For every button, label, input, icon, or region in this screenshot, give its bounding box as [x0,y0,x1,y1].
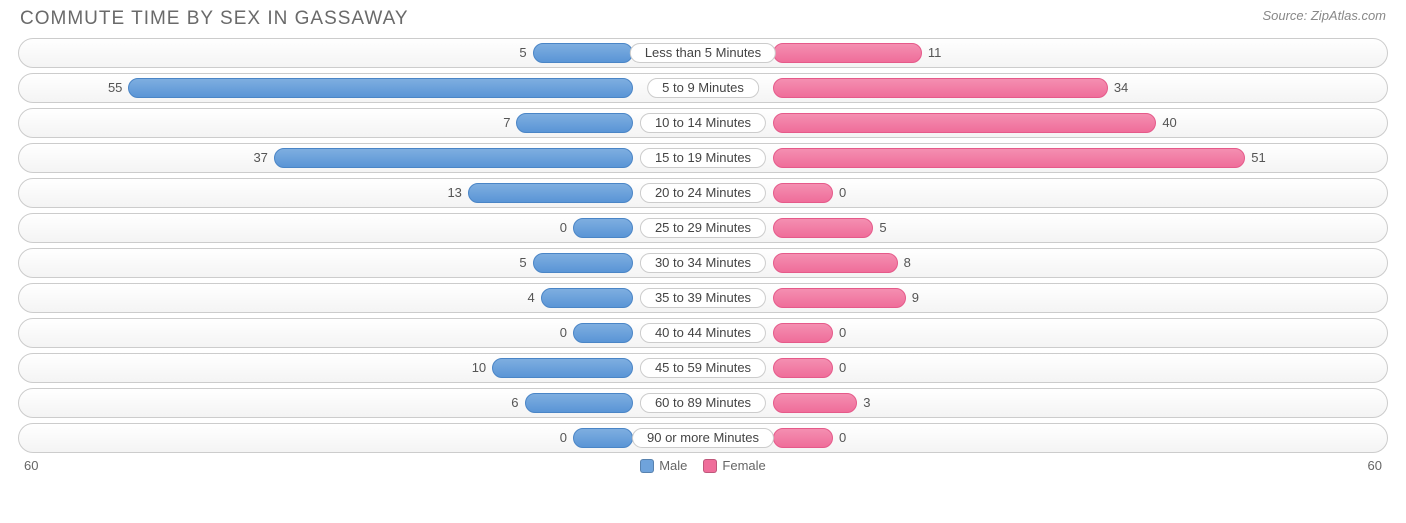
legend-label-female: Female [722,458,765,473]
bar-female [773,183,833,203]
value-male: 7 [503,109,510,137]
chart-row: 90 or more Minutes 0 0 [18,423,1388,453]
legend-label-male: Male [659,458,687,473]
bar-male [525,393,634,413]
value-male: 13 [447,179,461,207]
category-label: 35 to 39 Minutes [640,288,766,308]
chart-row: 20 to 24 Minutes 13 0 [18,178,1388,208]
bar-female [773,428,833,448]
category-label: 20 to 24 Minutes [640,183,766,203]
chart-footer: 60 Male Female 60 [0,458,1406,473]
value-female: 0 [839,179,846,207]
value-male: 0 [560,319,567,347]
category-label: Less than 5 Minutes [630,43,776,63]
category-label: 5 to 9 Minutes [647,78,759,98]
legend-item-male: Male [640,458,687,473]
axis-max-left: 60 [24,458,38,473]
value-female: 3 [863,389,870,417]
bar-male [573,323,633,343]
value-female: 0 [839,424,846,452]
bar-female [773,253,898,273]
chart-row: 15 to 19 Minutes 37 51 [18,143,1388,173]
bar-female [773,323,833,343]
value-female: 0 [839,354,846,382]
bar-male [533,253,633,273]
bar-male [533,43,633,63]
bar-female [773,148,1245,168]
value-male: 37 [253,144,267,172]
value-female: 0 [839,319,846,347]
chart-source: Source: ZipAtlas.com [1262,8,1386,23]
category-label: 15 to 19 Minutes [640,148,766,168]
bar-male [492,358,633,378]
bar-male [573,218,633,238]
chart-row: 30 to 34 Minutes 5 8 [18,248,1388,278]
chart-title: COMMUTE TIME BY SEX IN GASSAWAY [20,8,409,30]
chart-row: 45 to 59 Minutes 10 0 [18,353,1388,383]
legend: Male Female [640,458,766,473]
chart-row: Less than 5 Minutes 5 11 [18,38,1388,68]
bar-female [773,113,1156,133]
value-male: 5 [519,39,526,67]
bar-male [128,78,633,98]
category-label: 10 to 14 Minutes [640,113,766,133]
bar-female [773,358,833,378]
category-label: 45 to 59 Minutes [640,358,766,378]
bar-male [573,428,633,448]
value-female: 51 [1251,144,1265,172]
value-female: 8 [904,249,911,277]
value-male: 0 [560,424,567,452]
chart-row: 35 to 39 Minutes 4 9 [18,283,1388,313]
chart-row: 10 to 14 Minutes 7 40 [18,108,1388,138]
bar-male [274,148,633,168]
category-label: 60 to 89 Minutes [640,393,766,413]
bar-female [773,43,922,63]
value-female: 40 [1162,109,1176,137]
chart-header: COMMUTE TIME BY SEX IN GASSAWAY Source: … [0,0,1406,34]
category-label: 25 to 29 Minutes [640,218,766,238]
value-male: 6 [511,389,518,417]
axis-max-right: 60 [1368,458,1382,473]
value-female: 34 [1114,74,1128,102]
value-female: 11 [928,39,942,67]
bar-male [468,183,633,203]
chart-row: 40 to 44 Minutes 0 0 [18,318,1388,348]
bar-female [773,288,906,308]
value-female: 5 [879,214,886,242]
bar-female [773,393,857,413]
value-male: 5 [519,249,526,277]
value-male: 0 [560,214,567,242]
legend-item-female: Female [703,458,765,473]
chart-row: 5 to 9 Minutes 55 34 [18,73,1388,103]
legend-swatch-male [640,459,654,473]
bar-female [773,218,873,238]
bar-male [541,288,633,308]
value-male: 10 [472,354,486,382]
category-label: 90 or more Minutes [632,428,774,448]
bar-male [516,113,633,133]
value-male: 55 [108,74,122,102]
chart-row: 60 to 89 Minutes 6 3 [18,388,1388,418]
chart-area: Less than 5 Minutes5115 to 9 Minutes5534… [0,34,1406,453]
value-female: 9 [912,284,919,312]
value-male: 4 [527,284,534,312]
bar-female [773,78,1108,98]
chart-row: 25 to 29 Minutes 0 5 [18,213,1388,243]
category-label: 40 to 44 Minutes [640,323,766,343]
legend-swatch-female [703,459,717,473]
category-label: 30 to 34 Minutes [640,253,766,273]
